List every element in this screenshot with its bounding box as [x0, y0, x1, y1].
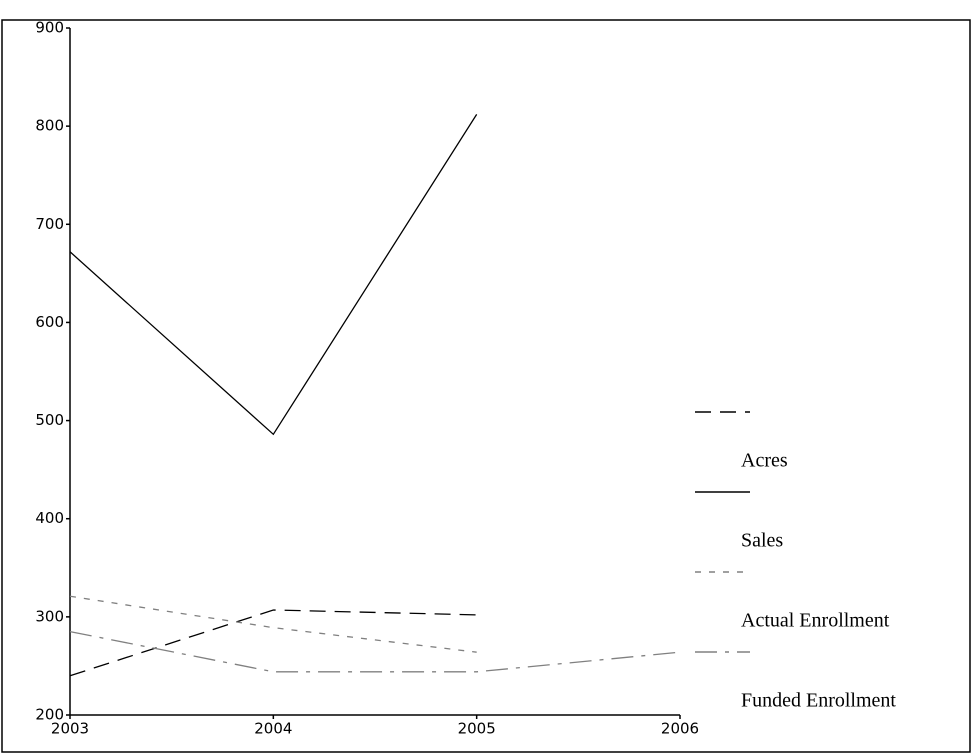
x-tick-label: 2006	[661, 720, 699, 738]
y-tick-label: 700	[35, 215, 64, 233]
y-tick-label: 800	[35, 117, 64, 135]
x-tick-label: 2003	[51, 720, 89, 738]
y-tick-label: 600	[35, 313, 64, 331]
legend-label: Actual Enrollment	[741, 610, 890, 632]
y-tick-label: 300	[35, 607, 64, 625]
y-tick-label: 400	[35, 509, 64, 527]
chart-frame	[1, 19, 971, 753]
legend-label: Sales	[741, 530, 783, 552]
y-tick-label: 200	[35, 706, 64, 724]
series-line	[69, 114, 478, 436]
legend-label: Acres	[741, 450, 788, 472]
x-tick-label: 2004	[254, 720, 292, 738]
series-line	[69, 630, 681, 673]
y-tick-label: 500	[35, 411, 64, 429]
x-tick-label: 2005	[458, 720, 496, 738]
legend-label: Funded Enrollment	[741, 690, 896, 712]
series-line	[69, 609, 477, 677]
y-tick-label: 900	[35, 19, 64, 37]
